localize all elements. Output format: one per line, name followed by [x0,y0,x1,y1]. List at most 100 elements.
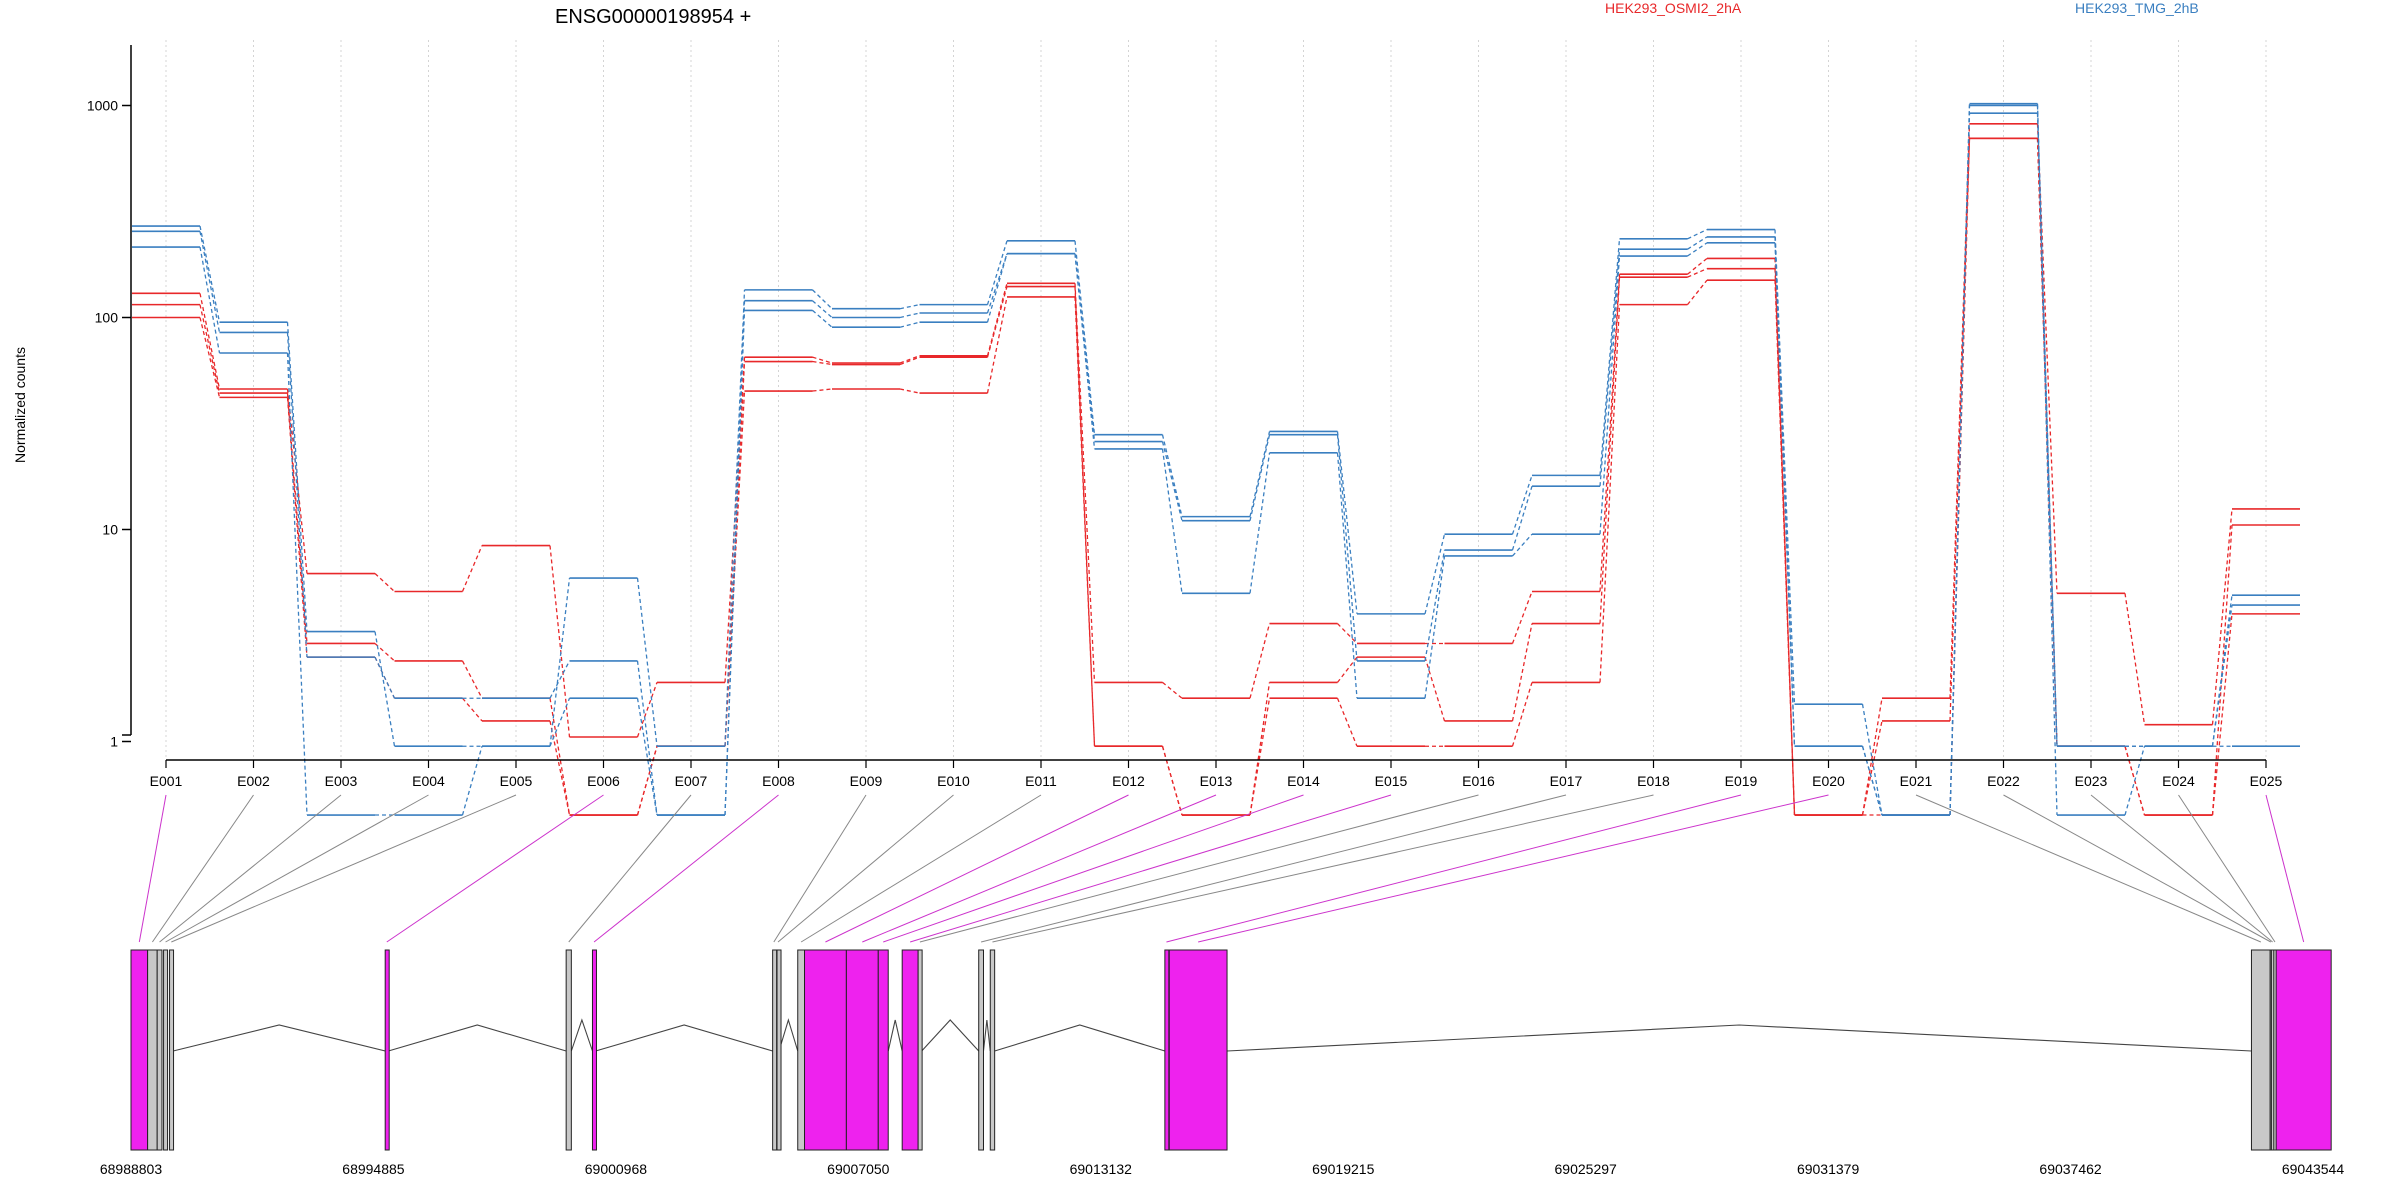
exon-connector [777,794,954,943]
series-connector [549,697,571,747]
series-connector [199,293,221,390]
series-connector [549,720,571,816]
exon-connector [1198,794,1829,943]
series-connector [1249,698,1271,816]
exon-connector [165,794,429,943]
series-connector [1161,448,1183,594]
series-connector [1161,746,1183,816]
exon-connector [980,794,1567,943]
series-connector [1687,268,1708,278]
x-tick-label: E012 [1112,773,1145,789]
intron-line [921,1019,980,1052]
series-connector [899,321,920,328]
x-tick-label: E007 [675,773,708,789]
exon-box [384,949,390,1151]
exon-connector [138,794,167,943]
series-connector [986,253,1008,314]
series-connector [1599,304,1621,683]
series-line [132,112,2300,816]
x-tick-label: E015 [1375,773,1408,789]
series-connector [461,545,483,592]
exon-connector [2265,794,2305,943]
exon-connector [2003,794,2272,943]
exon-connector [910,794,1392,943]
series-connector [2124,593,2146,725]
series-connector [199,317,221,398]
series-line [132,104,2300,816]
series-connector [812,300,833,318]
exon-box [2250,949,2271,1151]
x-tick-label: E019 [1725,773,1758,789]
series-connector [812,289,833,310]
x-tick-label: E004 [412,773,445,789]
x-tick-label: E013 [1200,773,1233,789]
coordinate-label: 69037462 [2039,1161,2102,1177]
exon-box [169,949,175,1151]
series-connector [2036,105,2058,816]
coordinate-label: 68994885 [342,1161,405,1177]
exon-box [591,949,597,1151]
series-connector [636,660,658,816]
series-connector [549,545,571,738]
y-tick-label: 10 [102,522,118,538]
series-connector [1162,681,1183,699]
series-connector [549,578,571,747]
legend-label-tmg: HEK293_TMG_2hB [2075,0,2199,16]
x-tick-label: E009 [850,773,883,789]
series-connector [636,578,658,747]
series-connector [1074,253,1096,449]
series-connector [286,322,308,632]
coordinate-label: 69043544 [2282,1161,2345,1177]
x-tick-label: E014 [1287,773,1320,789]
x-tick-label: E023 [2075,773,2108,789]
series-connector [286,332,308,658]
series-connector [549,660,571,699]
chart-title: ENSG00000198954 + [555,6,751,28]
series-connector [1161,434,1183,517]
exon-connector [825,794,1129,943]
series-connector [374,642,395,662]
exon-box [797,949,806,1151]
intron-line [595,1024,773,1052]
exon-box [989,949,996,1151]
series-connector [2211,595,2233,747]
x-tick-label: E011 [1025,773,1057,789]
x-tick-label: E010 [937,773,970,789]
coordinate-label: 69013132 [1070,1161,1133,1177]
exon-box [156,949,163,1151]
intron-line [570,1018,593,1052]
series-connector [1687,236,1708,250]
intron-line [173,1024,386,1052]
exon-connector [568,794,692,943]
exon-connector [386,794,604,943]
series-connector [1774,280,1796,816]
exon-box [565,949,572,1151]
series-connector [1336,431,1358,614]
exon-box [1168,949,1228,1151]
gene-model: 68988803 68994885 69000968 69007050 69013132… [100,949,2345,1177]
series-connector [2211,613,2233,816]
intron-line [887,1019,903,1052]
exon-box [163,949,169,1151]
series-connector [899,355,920,364]
series-connector [986,296,1008,394]
exon-box [845,949,879,1151]
x-tick-label: E002 [237,773,270,789]
series-connector [199,225,221,323]
x-tick-label: E005 [500,773,533,789]
exon-connector [159,794,342,943]
series-connector [636,746,658,816]
series-connector [1599,274,1621,592]
series-connector [199,246,221,354]
exon-connector [919,794,1479,943]
series-connector [1599,249,1621,487]
series-connector [812,356,833,364]
x-tick-label: E020 [1812,773,1845,789]
series-connector [374,573,395,592]
series-connector [2211,604,2233,747]
coordinate-label: 69025297 [1555,1161,1618,1177]
series-connector [899,303,920,310]
intron-line [994,1024,1166,1052]
series-connector [1687,228,1708,240]
y-axis: 1 10 100 1000 [87,45,132,750]
